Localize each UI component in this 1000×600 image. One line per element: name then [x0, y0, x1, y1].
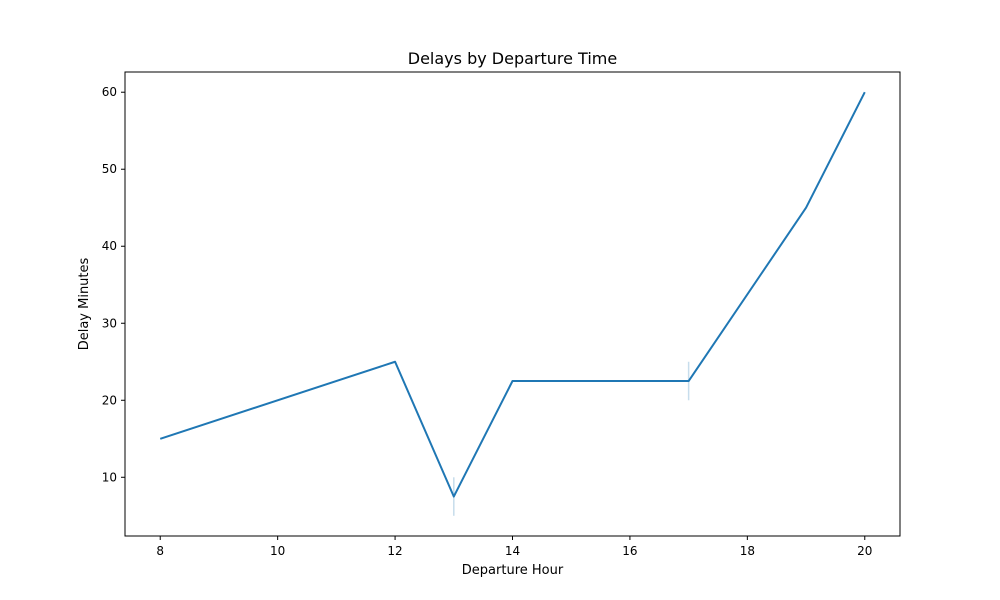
series-lines [159, 91, 866, 498]
x-tick-label: 8 [156, 544, 164, 558]
x-axis: 8 10 12 14 16 18 20 [156, 536, 872, 558]
y-axis-label: Delay Minutes [77, 257, 92, 350]
y-tick-label: 40 [102, 239, 117, 253]
y-tick-label: 30 [102, 316, 117, 330]
x-tick-label: 14 [505, 544, 520, 558]
x-tick-label: 18 [740, 544, 755, 558]
chart-title: Delays by Departure Time [408, 49, 617, 68]
x-tick-label: 12 [387, 544, 402, 558]
y-tick-label: 60 [102, 85, 117, 99]
x-tick-label: 16 [622, 544, 637, 558]
x-tick-label: 20 [857, 544, 872, 558]
y-tick-label: 10 [102, 470, 117, 484]
y-tick-label: 50 [102, 162, 117, 176]
y-axis: 10 20 30 40 50 60 [102, 85, 125, 484]
x-axis-label: Departure Hour [462, 563, 564, 578]
x-tick-label: 10 [270, 544, 285, 558]
y-tick-label: 20 [102, 393, 117, 407]
